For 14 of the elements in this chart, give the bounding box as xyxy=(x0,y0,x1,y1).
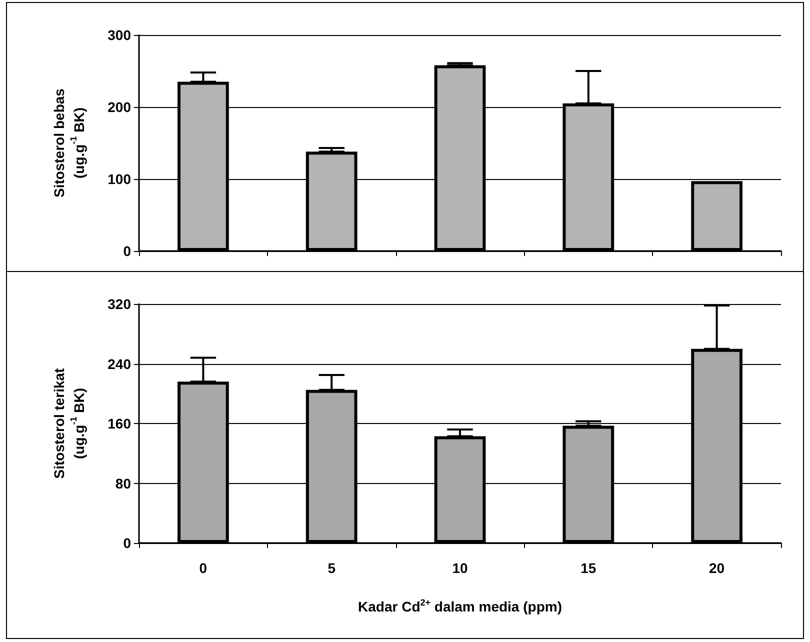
x-tick-label: 10 xyxy=(452,560,468,576)
y-tick-label: 240 xyxy=(108,356,132,372)
y-tick-label: 160 xyxy=(108,416,132,432)
y-tick-label: 200 xyxy=(108,99,132,115)
y-tick-label: 0 xyxy=(123,243,132,259)
x-tick-label: 0 xyxy=(199,560,208,576)
x-tick-label: 20 xyxy=(709,560,725,576)
x-tick-label: 15 xyxy=(580,560,596,576)
y-tick-label: 300 xyxy=(108,27,132,43)
y-tick-label: 0 xyxy=(123,535,132,551)
y-tick-label: 80 xyxy=(115,475,132,492)
y-tick-label: 100 xyxy=(108,171,132,187)
y-tick-label: 320 xyxy=(108,296,132,312)
x-tick-label: 5 xyxy=(328,560,336,576)
